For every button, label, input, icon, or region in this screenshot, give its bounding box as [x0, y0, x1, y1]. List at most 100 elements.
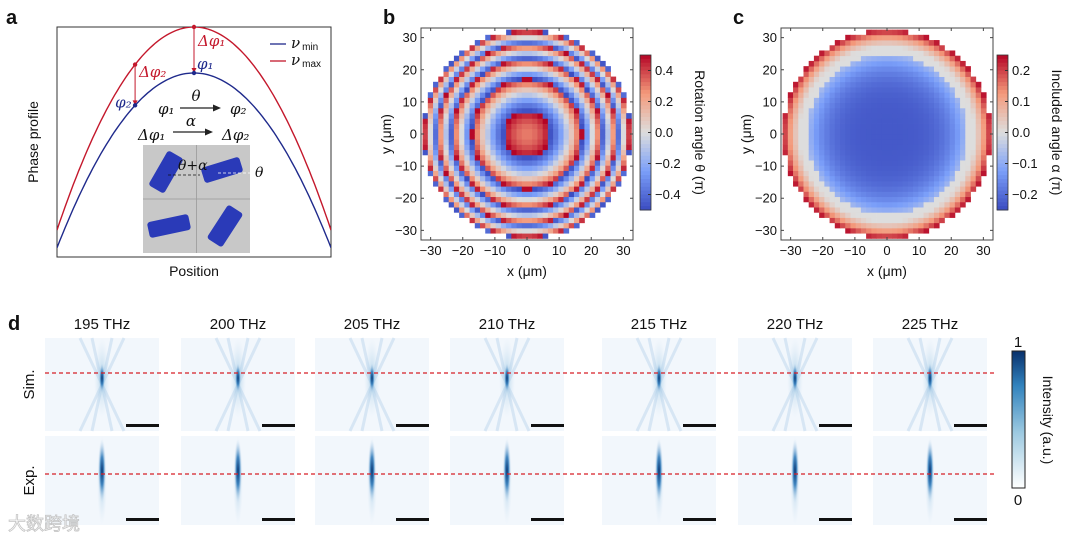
heatmap-cell	[605, 66, 611, 72]
heatmap-cell	[866, 201, 872, 208]
heatmap-cell	[960, 201, 966, 208]
heatmap-cell	[474, 128, 481, 135]
heatmap-cell	[542, 196, 549, 203]
heatmap-cell	[824, 149, 830, 156]
heatmap-cell	[918, 87, 924, 93]
heatmap-cell	[469, 118, 476, 124]
heatmap-cell	[600, 60, 606, 67]
heatmap-cell	[516, 207, 523, 213]
heatmap-cell	[469, 170, 476, 177]
heatmap-cell	[453, 92, 460, 98]
heatmap-cell	[803, 113, 810, 119]
heatmap-cell	[626, 149, 632, 156]
heatmap-cell	[829, 71, 836, 77]
heatmap-cell	[949, 196, 956, 203]
heatmap-cell	[610, 175, 617, 182]
heatmap-cell	[954, 55, 961, 62]
heatmap-cell	[939, 201, 945, 208]
heatmap-cell	[965, 123, 971, 130]
heatmap-cell	[605, 170, 611, 177]
heatmap-cell	[563, 227, 570, 234]
heatmap-cell	[527, 165, 533, 171]
heatmap-cell	[913, 207, 919, 213]
phi-label: φ₁	[197, 55, 214, 73]
heatmap-cell	[615, 144, 622, 151]
colorbar-segment	[997, 136, 1008, 141]
heatmap-cell	[803, 81, 810, 88]
heatmap-cell	[506, 170, 512, 177]
heatmap-cell	[568, 201, 575, 208]
heatmap-cell	[527, 149, 533, 156]
heatmap-cell	[834, 139, 841, 145]
heatmap-cell	[939, 50, 945, 57]
heatmap-cell	[975, 81, 982, 88]
heatmap-cell	[563, 144, 570, 151]
heatmap-cell	[876, 97, 883, 104]
heatmap-cell	[887, 186, 893, 192]
heatmap-cell	[960, 71, 966, 77]
heatmap-cell	[532, 186, 538, 192]
heatmap-cell	[600, 134, 606, 140]
heatmap-cell	[474, 222, 481, 229]
heatmap-cell	[558, 180, 564, 187]
heatmap-cell	[860, 118, 867, 124]
heatmap-cell	[573, 186, 580, 192]
heatmap-cell	[918, 113, 924, 119]
heatmap-cell	[939, 165, 945, 171]
heatmap-cell	[537, 134, 544, 140]
heatmap-cell	[589, 160, 596, 166]
heatmap-cell	[829, 212, 836, 218]
heatmap-cell	[918, 222, 924, 229]
heatmap-cell	[855, 149, 862, 156]
heatmap-cell	[819, 71, 825, 77]
heatmap-cell	[459, 92, 465, 98]
heatmap-cell	[923, 139, 930, 145]
heatmap-cell	[860, 128, 867, 135]
heatmap-cell	[803, 180, 810, 187]
scale-bar	[683, 424, 716, 427]
heatmap-cell	[933, 222, 940, 229]
heatmap-cell	[589, 134, 596, 140]
heatmap-cell	[464, 144, 470, 151]
heatmap-cell	[829, 66, 836, 72]
heatmap-cell	[892, 175, 898, 182]
heatmap-cell	[500, 149, 507, 156]
colorbar-segment	[997, 202, 1008, 207]
heatmap-cell	[573, 123, 580, 130]
heatmap-cell	[860, 144, 867, 151]
heatmap-cell	[589, 81, 596, 88]
heatmap-cell	[500, 97, 507, 104]
heatmap-cell	[923, 118, 930, 124]
heatmap-cell	[813, 87, 820, 93]
exp-intensity-map	[602, 436, 716, 525]
heatmap-cell	[907, 149, 914, 156]
heatmap-cell	[495, 50, 502, 57]
heatmap-cell	[803, 186, 810, 192]
heatmap-cell	[939, 207, 945, 213]
heatmap-cell	[516, 113, 523, 119]
heatmap-cell	[490, 81, 497, 88]
heatmap-cell	[558, 123, 564, 130]
heatmap-cell	[485, 170, 491, 177]
heatmap-cell	[980, 128, 987, 135]
heatmap-cell	[573, 191, 580, 198]
heatmap-cell	[610, 81, 617, 88]
heatmap-cell	[850, 149, 857, 156]
heatmap-cell	[965, 107, 971, 114]
heatmap-cell	[813, 191, 820, 198]
heatmap-cell	[537, 76, 544, 83]
x-tick-label: −10	[844, 243, 866, 258]
heatmap-cell	[563, 170, 570, 177]
heatmap-cell	[845, 118, 851, 124]
heatmap-cell	[490, 107, 497, 114]
heatmap-cell	[573, 128, 580, 135]
heatmap-cell	[605, 154, 611, 161]
heatmap-cell	[892, 107, 898, 114]
heatmap-cell	[876, 207, 883, 213]
heatmap-cell	[589, 97, 596, 104]
heatmap-cell	[500, 102, 507, 109]
heatmap-cell	[834, 207, 841, 213]
heatmap-cell	[532, 118, 538, 124]
heatmap-cell	[527, 107, 533, 114]
